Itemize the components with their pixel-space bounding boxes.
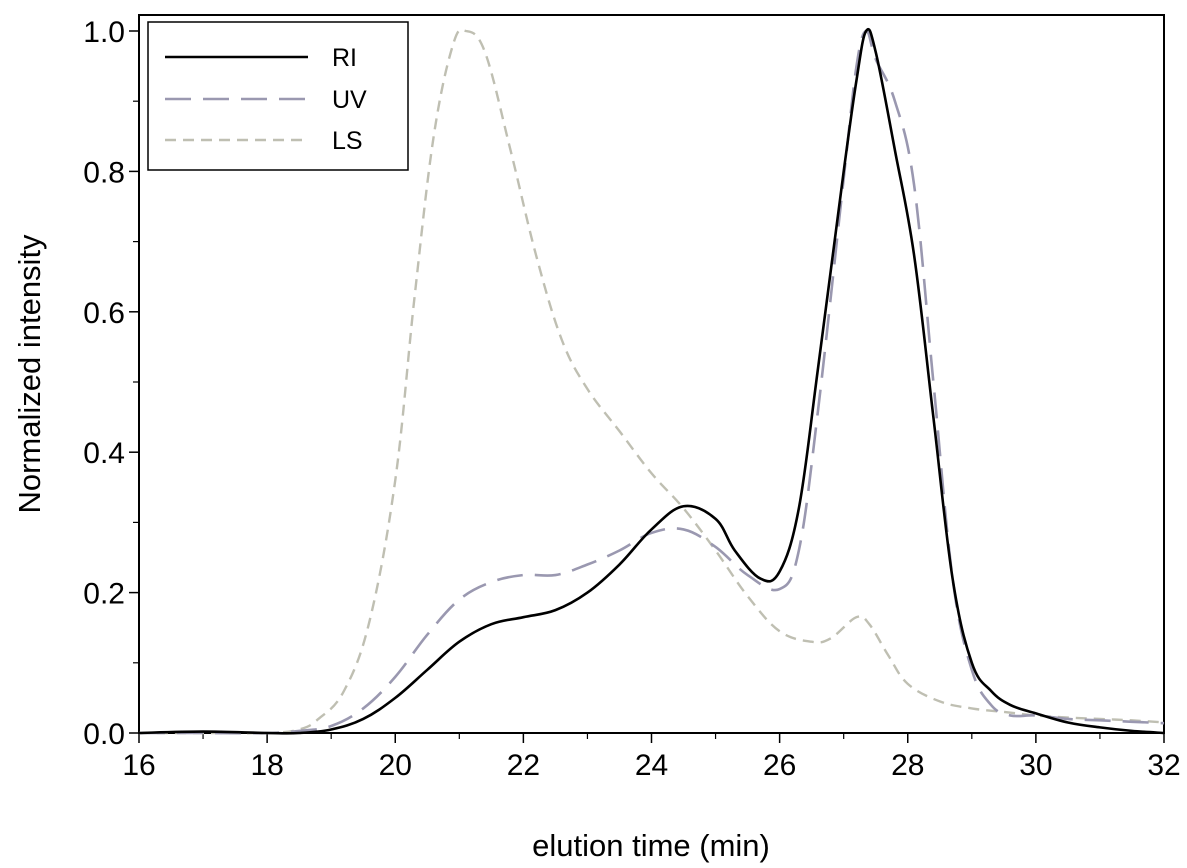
legend-label-ls: LS bbox=[332, 127, 363, 155]
x-tick-label: 30 bbox=[1019, 749, 1052, 782]
x-ticks: 16 18 20 22 24 26 28 30 32 bbox=[122, 733, 1180, 782]
x-tick-label: 32 bbox=[1147, 749, 1180, 782]
y-ticks: 0.0 0.2 0.4 0.6 0.8 1.0 bbox=[83, 16, 139, 751]
y-tick-label: 1.0 bbox=[83, 16, 125, 49]
y-tick-label: 0.6 bbox=[83, 297, 125, 330]
y-tick-label: 0.8 bbox=[83, 156, 125, 189]
legend-label-uv: UV bbox=[332, 86, 367, 114]
x-tick-label: 16 bbox=[122, 749, 155, 782]
x-tick-label: 20 bbox=[379, 749, 412, 782]
x-tick-label: 28 bbox=[891, 749, 924, 782]
x-tick-label: 24 bbox=[635, 749, 668, 782]
legend-label-ri: RI bbox=[332, 44, 357, 72]
legend: RI UV LS bbox=[148, 22, 408, 170]
legend-box bbox=[148, 22, 408, 170]
y-tick-label: 0.4 bbox=[83, 437, 125, 470]
x-tick-label: 22 bbox=[507, 749, 540, 782]
y-tick-label: 0.2 bbox=[83, 578, 125, 611]
x-tick-label: 18 bbox=[250, 749, 283, 782]
y-axis-title: Normalized intensity bbox=[12, 234, 47, 514]
y-tick-label: 0.0 bbox=[83, 718, 125, 751]
x-tick-label: 26 bbox=[763, 749, 796, 782]
x-axis-title: elution time (min) bbox=[532, 828, 770, 863]
